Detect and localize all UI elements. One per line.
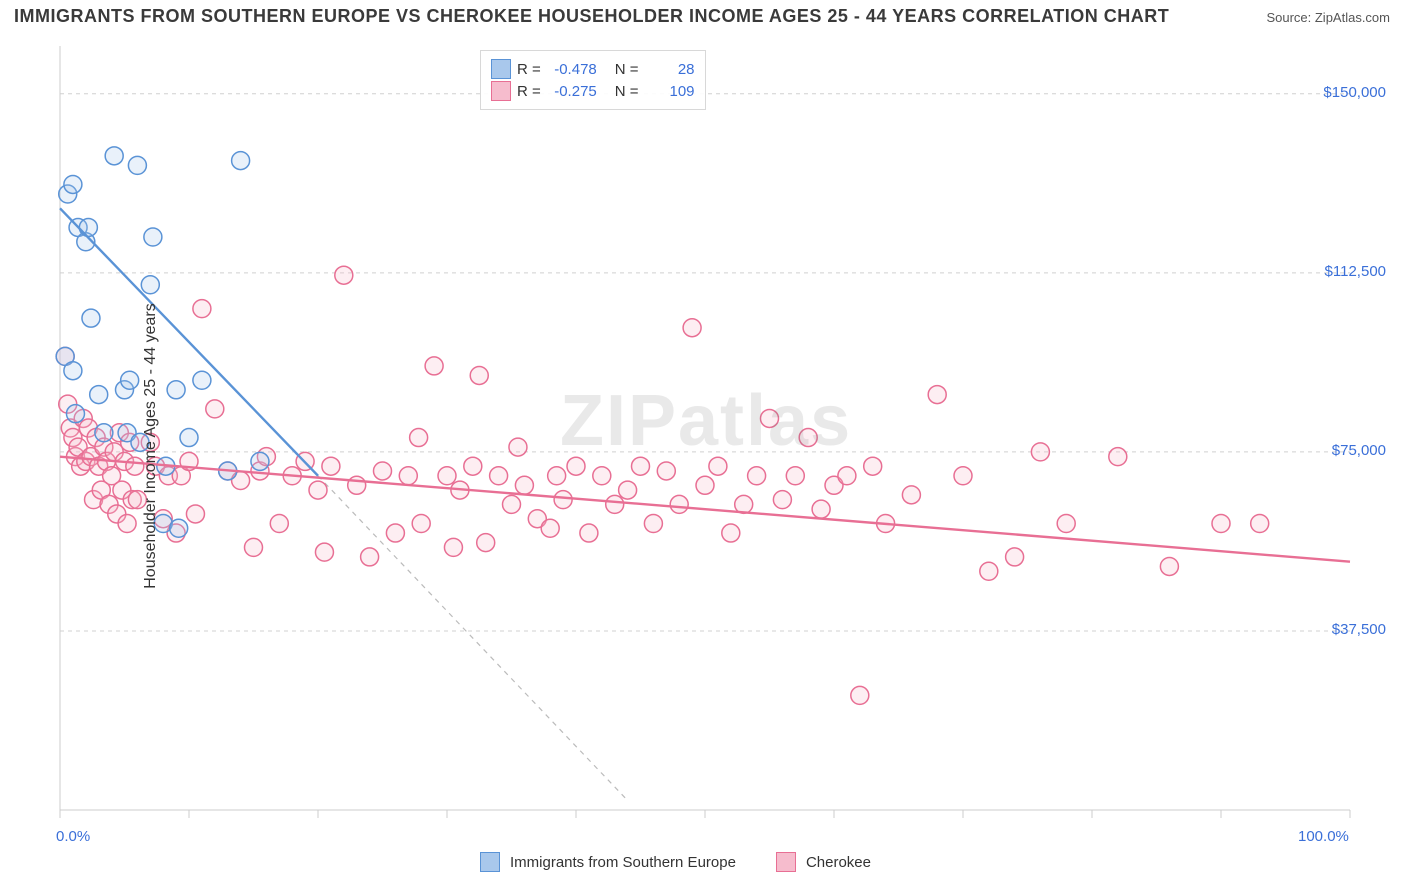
x-tick-label-100: 100.0% [1298,828,1349,845]
scatter-plot [0,0,1406,892]
n-value-series-1: 109 [645,83,695,100]
r-label: R = [517,83,541,100]
r-label: R = [517,61,541,78]
correlation-stat-box: R = -0.478 N = 28 R = -0.275 N = 109 [480,50,706,110]
r-value-series-0: -0.478 [547,61,597,78]
n-label: N = [615,61,639,78]
legend-label-series-1: Cherokee [806,854,871,871]
y-tick-label-0: $37,500 [1332,621,1386,638]
n-label: N = [615,83,639,100]
legend-swatch-series-1 [776,852,796,872]
n-value-series-0: 28 [645,61,695,78]
chart-title: IMMIGRANTS FROM SOUTHERN EUROPE VS CHERO… [14,6,1169,27]
x-tick-label-0: 0.0% [56,828,90,845]
y-tick-label-3: $150,000 [1323,84,1386,101]
legend: Immigrants from Southern Europe Cherokee [480,852,871,872]
stat-swatch-series-1 [491,81,511,101]
stat-swatch-series-0 [491,59,511,79]
y-tick-label-1: $75,000 [1332,442,1386,459]
y-tick-label-2: $112,500 [1325,263,1386,280]
source-label: Source: [1266,10,1314,25]
legend-swatch-series-0 [480,852,500,872]
stat-row-series-1: R = -0.275 N = 109 [491,81,695,101]
legend-label-series-0: Immigrants from Southern Europe [510,854,736,871]
stat-row-series-0: R = -0.478 N = 28 [491,59,695,79]
source-value: ZipAtlas.com [1315,10,1390,25]
y-axis-label: Householder Income Ages 25 - 44 years [142,303,160,589]
r-value-series-1: -0.275 [547,83,597,100]
source-attribution: Source: ZipAtlas.com [1266,10,1390,25]
